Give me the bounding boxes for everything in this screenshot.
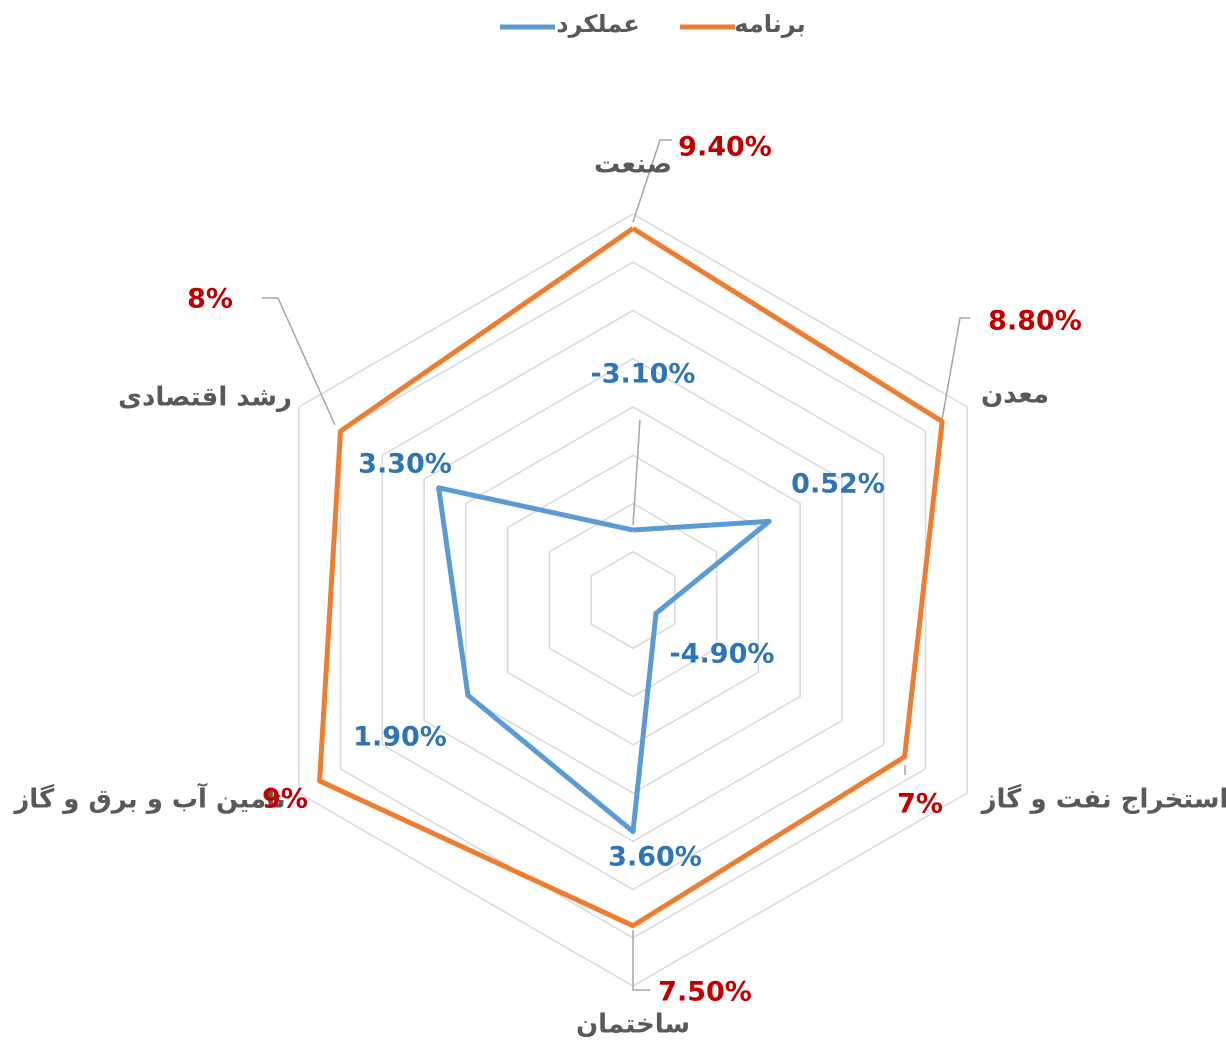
data-label: -4.90%: [670, 639, 775, 670]
grid-ring: [590, 550, 676, 650]
leader-line: [632, 930, 650, 991]
data-label: 3.30%: [358, 449, 452, 480]
series-line: [436, 485, 772, 835]
category-label: تامین آب و برق و گاز: [12, 783, 285, 815]
grid-ring: [423, 357, 843, 843]
data-label: 8.80%: [988, 306, 1082, 337]
series-line: [317, 226, 945, 929]
grid-ring: [465, 406, 801, 794]
category-label: ساختمان: [576, 1010, 690, 1040]
data-label: 0.52%: [791, 469, 885, 500]
leader-line: [632, 139, 672, 223]
leader-line: [632, 419, 641, 526]
data-label: 8%: [187, 284, 233, 315]
data-label: 9%: [262, 784, 308, 815]
category-label: معدن: [981, 380, 1049, 410]
leader-line: [262, 297, 336, 426]
category-label: استخراج نفت و گاز: [980, 784, 1226, 815]
data-label: 9.40%: [678, 132, 772, 163]
category-label: رشد اقتصادی: [118, 383, 292, 413]
category-label: صنعت: [594, 150, 672, 180]
data-label: 1.90%: [353, 722, 447, 753]
legend-label: عملکرد: [556, 10, 639, 38]
grid-ring: [548, 502, 718, 698]
data-label: 7.50%: [658, 977, 752, 1008]
data-label: 3.60%: [608, 842, 702, 873]
grid-ring: [381, 309, 885, 891]
legend-label: برنامه: [734, 10, 805, 38]
data-label: -3.10%: [591, 359, 696, 390]
grid-ring: [506, 454, 760, 746]
data-label: 7%: [897, 789, 943, 820]
leader-line: [941, 317, 970, 421]
